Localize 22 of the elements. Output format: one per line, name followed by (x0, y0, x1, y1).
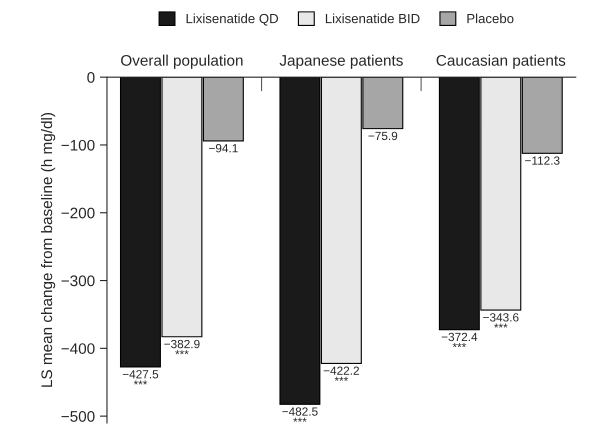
data-label: −427.5 *** (122, 370, 158, 384)
legend-label: Lixisenatide QD (186, 14, 278, 26)
legend-label: Placebo (467, 14, 514, 24)
data-label: −112.3 (525, 156, 560, 165)
y-tick-label: 0 (87, 72, 95, 83)
legend-label: Lixisenatide BID (326, 14, 420, 24)
data-label: −382.9 *** (164, 340, 200, 354)
data-label: −75.9 (368, 132, 398, 140)
data-label: −94.1 (209, 144, 238, 152)
x-tick-label: Overall population (121, 54, 243, 69)
x-tick-label: Caucasian patients (436, 54, 566, 69)
data-label: −343.6 *** (483, 313, 519, 328)
data-label: −372.4 *** (442, 332, 478, 348)
y-tick-label: −500 (62, 411, 95, 422)
y-tick-label: −200 (62, 208, 95, 218)
y-tick-label: −100 (62, 140, 95, 151)
data-label: −422.2 *** (324, 366, 359, 381)
y-tick-label: −300 (62, 275, 95, 286)
y-axis-title: LS mean change from baseline (h mg/dl) (40, 112, 56, 387)
y-tick-label: −400 (62, 343, 95, 354)
x-tick-label: Japanese patients (280, 54, 403, 69)
data-label: −482.5 *** (282, 407, 318, 422)
